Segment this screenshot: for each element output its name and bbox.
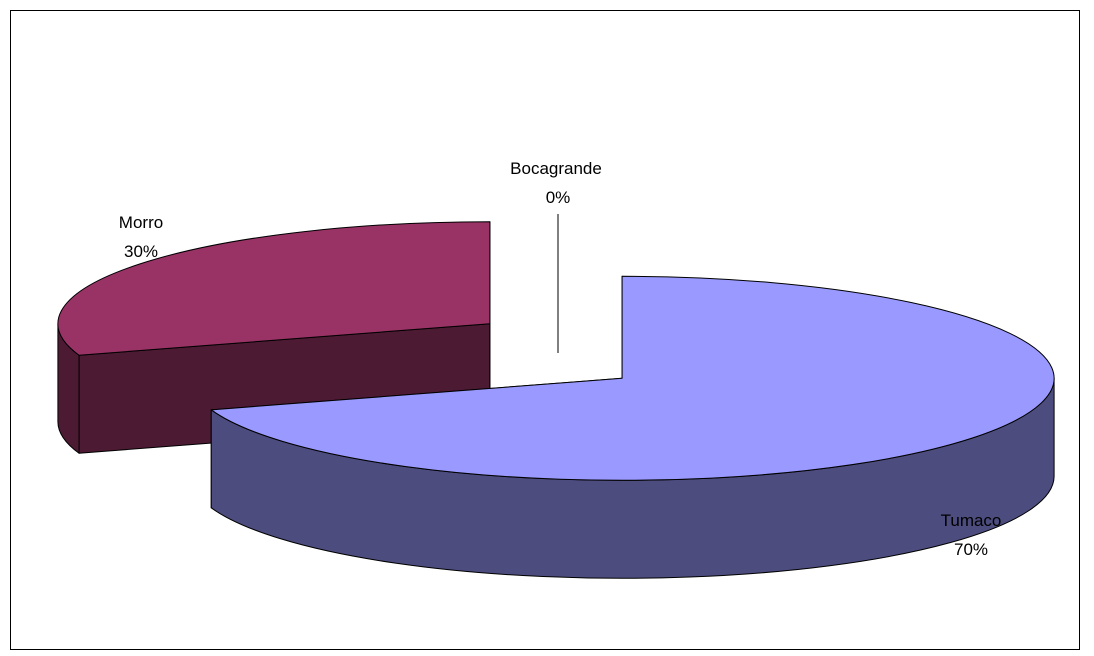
label-name-bocagrande: Bocagrande <box>510 159 602 178</box>
slice-tumaco-top <box>210 275 1055 481</box>
label-percent-tumaco: 70% <box>954 540 988 559</box>
pie-chart: Bocagrande 0% Morro 30% Tumaco 70% <box>57 159 1055 579</box>
label-percent-morro: 30% <box>124 242 158 261</box>
slice-tumaco <box>210 275 1055 579</box>
slice-morro <box>57 221 491 454</box>
chart-area: Bocagrande 0% Morro 30% Tumaco 70% <box>10 10 1080 650</box>
slice-morro-top <box>57 221 491 356</box>
label-name-tumaco: Tumaco <box>941 511 1002 530</box>
label-name-morro: Morro <box>119 213 163 232</box>
label-percent-bocagrande: 0% <box>546 188 571 207</box>
